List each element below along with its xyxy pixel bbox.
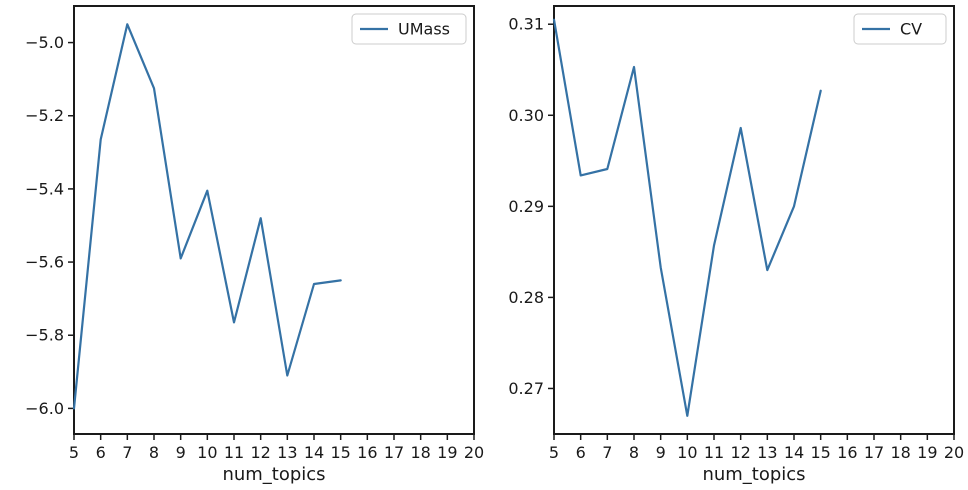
x-axis-label: num_topics xyxy=(702,464,805,485)
x-tick-label: 11 xyxy=(704,443,724,462)
legend-box xyxy=(853,13,947,45)
cv-chart: 5 6 7 8 9 10 11 12 13 14 15 16 17 18 19 20 0.27 0.28 0.29 0… xyxy=(508,5,964,485)
y-tick-label: −6.0 xyxy=(25,399,64,418)
y-tick-label: 0.27 xyxy=(508,379,544,398)
x-tick-label: 9 xyxy=(176,443,186,462)
x-tick-label: 16 xyxy=(837,443,857,462)
x-tick-label: 8 xyxy=(629,443,639,462)
x-tick-label: 10 xyxy=(677,443,697,462)
x-tick-label: 12 xyxy=(730,443,750,462)
x-tick-label: 6 xyxy=(96,443,106,462)
x-tick-label: 7 xyxy=(122,443,132,462)
x-tick-label: 19 xyxy=(437,443,457,462)
plot-frame xyxy=(73,5,475,435)
x-tick-label: 18 xyxy=(890,443,910,462)
legend: CV xyxy=(853,13,947,45)
x-tick-label: 17 xyxy=(384,443,404,462)
x-tick-label: 11 xyxy=(224,443,244,462)
x-tick-label: 12 xyxy=(250,443,270,462)
x-tick-label: 10 xyxy=(197,443,217,462)
umass-chart: 5 6 7 8 9 10 11 12 13 14 15 16 17 18 19 20 −6.0 −5.8 −5.6 −… xyxy=(25,5,484,485)
y-tick-label: −5.0 xyxy=(25,33,64,52)
plot-frame xyxy=(553,5,955,435)
x-tick-label: 8 xyxy=(149,443,159,462)
y-tick-label: −5.6 xyxy=(25,253,64,272)
x-tick-label: 7 xyxy=(602,443,612,462)
legend: UMass xyxy=(351,13,467,45)
y-tick-label: 0.31 xyxy=(508,15,544,34)
legend-label: UMass xyxy=(398,20,450,39)
series-line-cv xyxy=(552,18,822,417)
y-tick-label: 0.29 xyxy=(508,197,544,216)
x-tick-label: 20 xyxy=(944,443,964,462)
x-tick-label: 5 xyxy=(69,443,79,462)
x-tick-label: 13 xyxy=(277,443,297,462)
x-tick-label: 16 xyxy=(357,443,377,462)
x-tick-label: 5 xyxy=(549,443,559,462)
x-tick-label: 13 xyxy=(757,443,777,462)
y-tick-label: −5.8 xyxy=(25,326,64,345)
x-tick-label: 14 xyxy=(784,443,804,462)
x-tick-label: 14 xyxy=(304,443,324,462)
x-tick-label: 20 xyxy=(464,443,484,462)
x-tick-label: 6 xyxy=(576,443,586,462)
x-tick-label: 15 xyxy=(810,443,830,462)
y-tick-label: 0.30 xyxy=(508,106,544,125)
y-tick-label: −5.2 xyxy=(25,106,64,125)
legend-label: CV xyxy=(900,20,922,39)
x-tick-label: 17 xyxy=(864,443,884,462)
series-line-umass xyxy=(72,23,342,410)
x-tick-label: 18 xyxy=(410,443,430,462)
y-tick-label: 0.28 xyxy=(508,288,544,307)
y-tick-label: −5.4 xyxy=(25,179,64,198)
x-tick-label: 19 xyxy=(917,443,937,462)
legend-box xyxy=(351,13,467,45)
x-tick-label: 15 xyxy=(330,443,350,462)
x-axis-label: num_topics xyxy=(222,464,325,485)
x-tick-label: 9 xyxy=(656,443,666,462)
